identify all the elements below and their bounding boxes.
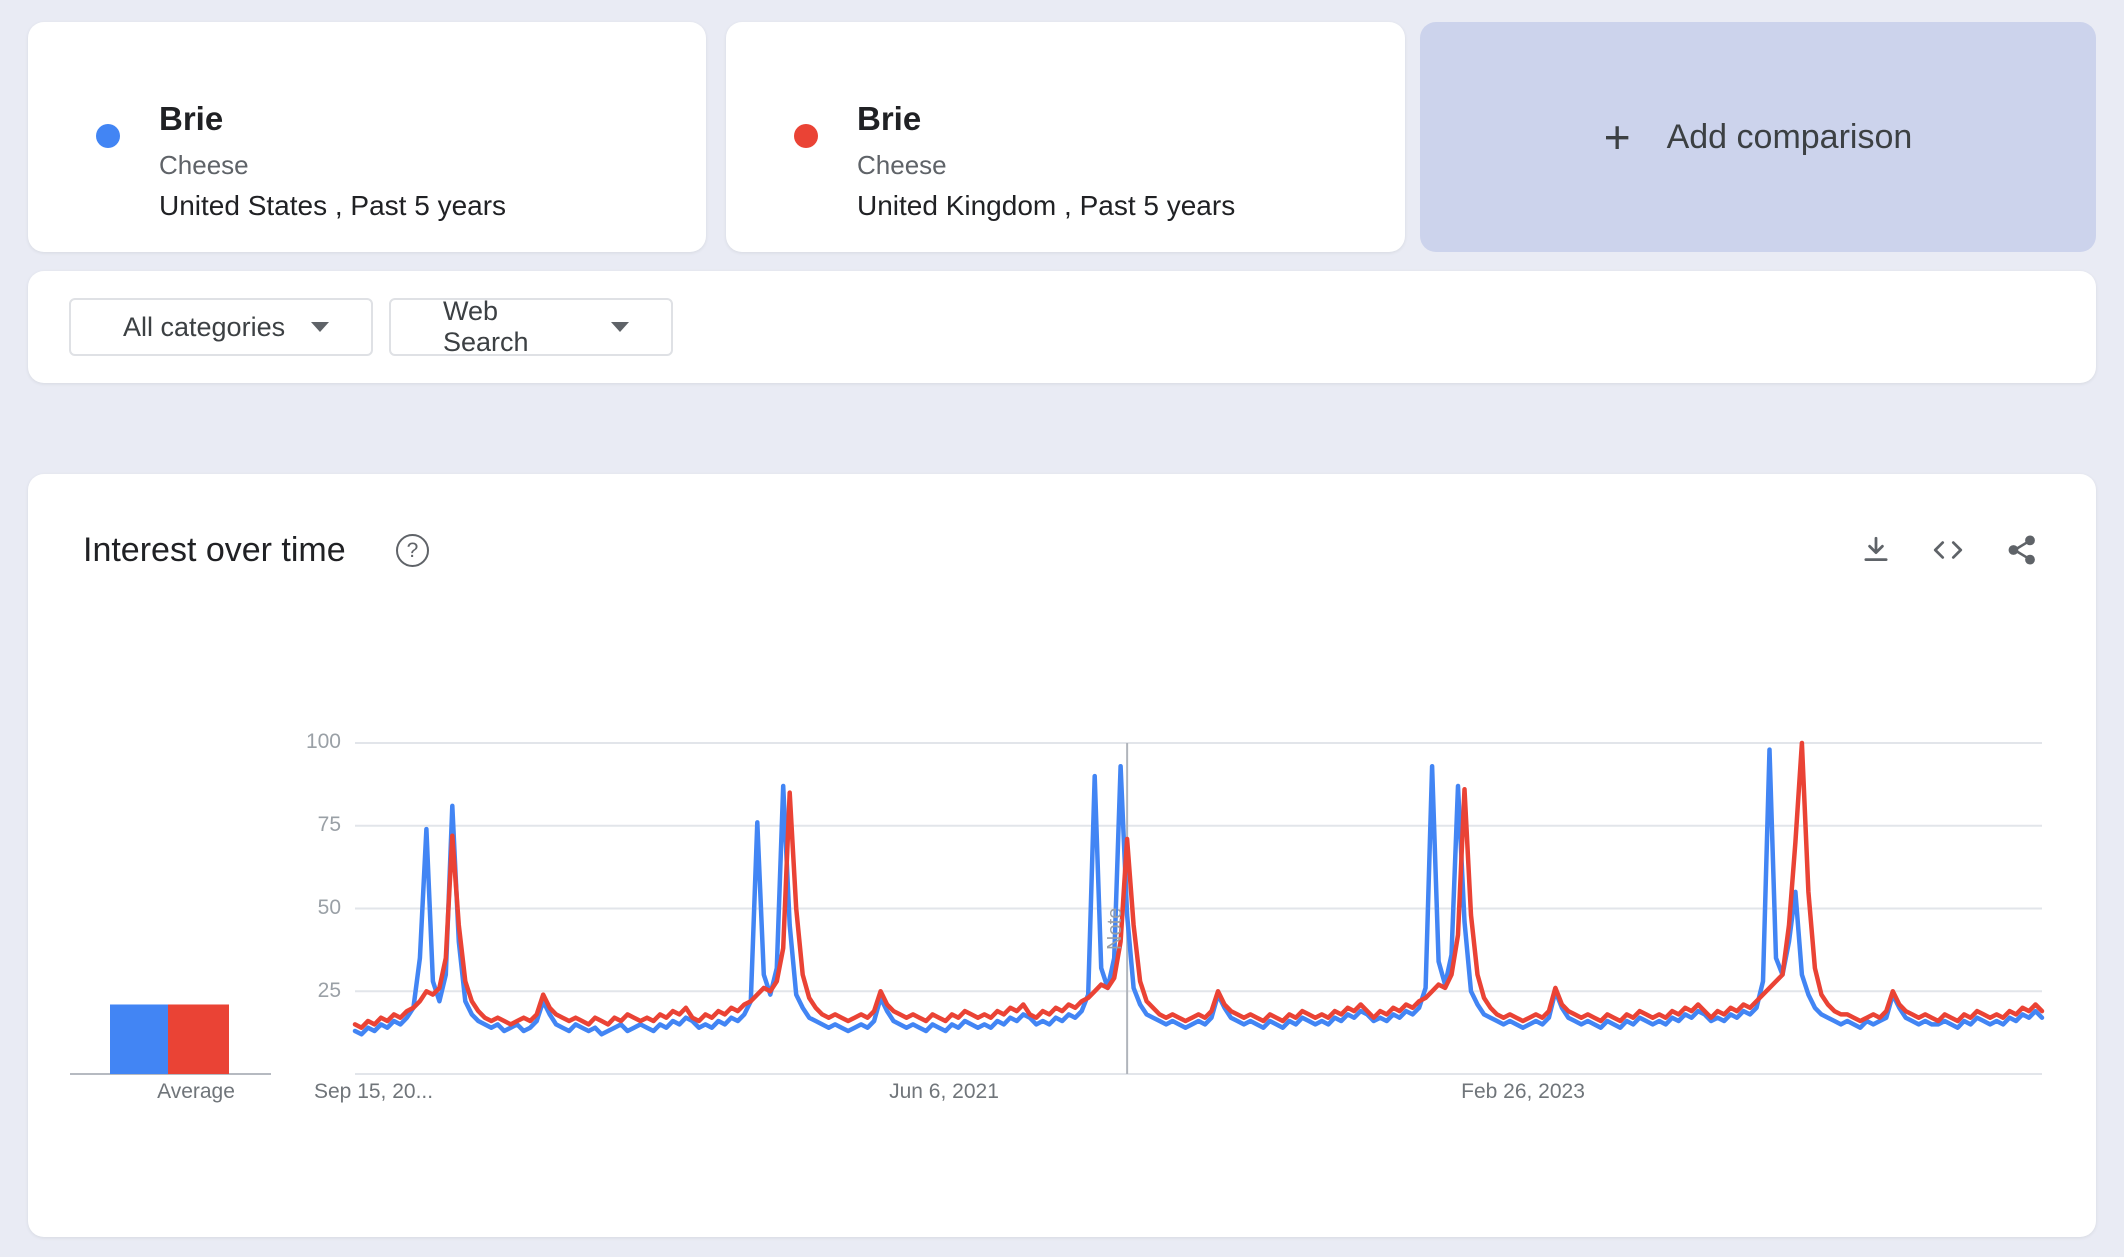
download-button[interactable] xyxy=(1854,528,1898,572)
search-type-dropdown-label: Web Search xyxy=(443,296,529,357)
average-bar[interactable] xyxy=(110,1004,168,1074)
trend-chart[interactable]: Note xyxy=(28,474,2096,1237)
chevron-down-icon xyxy=(311,322,329,332)
search-type-dropdown[interactable]: Web Search xyxy=(389,296,673,357)
x-axis-label: Sep 15, 20... xyxy=(314,1080,434,1103)
add-comparison-label: Add comparison xyxy=(1666,117,1913,156)
series-dot-us xyxy=(96,124,120,148)
comparison-card-us[interactable]: Brie Cheese United States , Past 5 years xyxy=(28,22,706,252)
average-label: Average xyxy=(157,1080,235,1103)
chart-title: Interest over time xyxy=(83,531,346,569)
term-title: Brie xyxy=(159,100,224,137)
term-topic: Cheese xyxy=(857,150,947,180)
y-axis-label: 25 xyxy=(317,979,341,1002)
y-axis-label: 50 xyxy=(317,896,341,919)
x-axis-label: Feb 26, 2023 xyxy=(1461,1080,1585,1103)
share-icon xyxy=(2008,535,2035,565)
term-scope: United States , Past 5 years xyxy=(159,190,507,221)
help-icon[interactable]: ? xyxy=(396,534,429,567)
comparison-card-uk[interactable]: Brie Cheese United Kingdom , Past 5 year… xyxy=(726,22,1405,252)
chevron-down-icon xyxy=(611,322,629,332)
trend-line-uk[interactable] xyxy=(352,740,2045,1030)
plus-icon: + xyxy=(1603,111,1631,163)
series-dot-uk xyxy=(794,124,818,148)
term-topic: Cheese xyxy=(159,150,249,180)
download-icon xyxy=(1864,536,1888,561)
share-button[interactable] xyxy=(2000,528,2044,572)
note-label[interactable]: Note xyxy=(1104,908,1126,950)
trend-line-us[interactable] xyxy=(352,747,2045,1037)
embed-button[interactable] xyxy=(1926,528,1970,572)
add-comparison-button[interactable]: + Add comparison xyxy=(1420,22,2096,252)
y-axis-label: 100 xyxy=(305,730,341,753)
term-title: Brie xyxy=(857,100,922,137)
y-axis-label: 75 xyxy=(317,813,341,836)
term-scope: United Kingdom , Past 5 years xyxy=(857,190,1236,221)
interest-over-time-card: Interest over time ? xyxy=(28,474,2096,1237)
embed-icon xyxy=(1933,541,1963,559)
x-axis-label: Jun 6, 2021 xyxy=(889,1080,999,1103)
average-bar[interactable] xyxy=(168,1004,229,1074)
filter-bar: All categories Web Search xyxy=(28,271,2096,383)
category-dropdown-label: All categories xyxy=(123,311,286,342)
category-dropdown[interactable]: All categories xyxy=(69,298,373,356)
